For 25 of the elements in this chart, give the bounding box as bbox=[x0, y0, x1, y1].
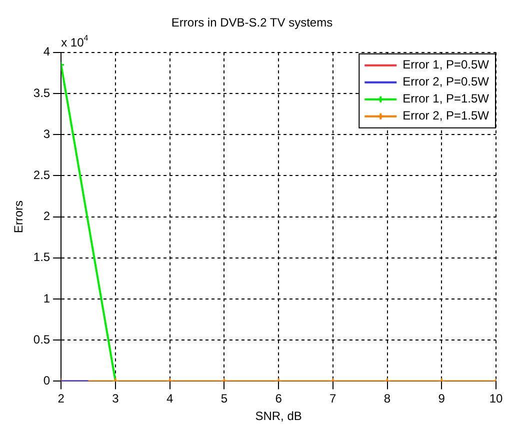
y-tick-label: 0 bbox=[43, 374, 50, 388]
x-axis-title: SNR, dB bbox=[255, 409, 302, 424]
legend-label: Error 1, P=1.5W bbox=[402, 92, 490, 106]
y-tick-label: 3.5 bbox=[33, 86, 50, 100]
y-tick-label: 1.5 bbox=[33, 250, 50, 264]
y-tick-label: 3 bbox=[43, 126, 50, 141]
x-tick-label: 8 bbox=[384, 392, 391, 406]
x-tick-label: 7 bbox=[330, 392, 337, 406]
legend-label: Error 2, P=1.5W bbox=[402, 108, 490, 123]
y-tick-label: 2 bbox=[43, 209, 50, 224]
x-tick-label: 5 bbox=[220, 392, 228, 406]
legend-label: Error 2, P=0.5W bbox=[402, 74, 490, 89]
legend-label: Error 1, P=0.5W bbox=[402, 58, 490, 72]
x-tick-label: 10 bbox=[489, 392, 503, 406]
y-tick-label: 0.5 bbox=[33, 332, 50, 346]
y-tick-label: 1 bbox=[43, 291, 50, 306]
x-tick-label: 6 bbox=[275, 392, 282, 406]
y-tick-label: 2.5 bbox=[33, 168, 50, 182]
x-tick-label: 3 bbox=[112, 392, 120, 406]
x-tick-label: 9 bbox=[438, 392, 446, 406]
y-tick-label: 4 bbox=[43, 44, 50, 59]
x-tick-label: 2 bbox=[58, 392, 65, 406]
x-tick-label: 4 bbox=[166, 392, 174, 406]
y-axis-title: Errors bbox=[12, 200, 26, 234]
chart-title: Errors in DVB-S.2 TV systems bbox=[171, 16, 333, 30]
